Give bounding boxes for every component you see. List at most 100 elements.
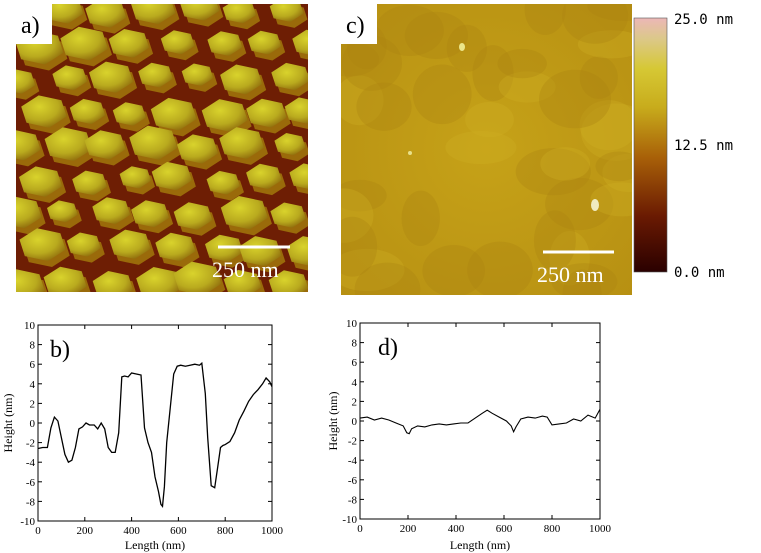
x-tick-label: 200 bbox=[77, 525, 94, 537]
chart-b-series-line bbox=[37, 361, 273, 508]
y-tick-label: 4 bbox=[30, 379, 36, 391]
x-tick-label: 1000 bbox=[589, 523, 612, 535]
y-tick-label: -6 bbox=[26, 477, 36, 489]
hexagon-island bbox=[16, 130, 41, 161]
surface-grain bbox=[515, 148, 591, 196]
hexagon-island bbox=[246, 98, 287, 128]
y-tick-label: 2 bbox=[30, 398, 36, 410]
hexagon-island bbox=[16, 196, 42, 229]
hexagon-island bbox=[206, 170, 240, 195]
hexagon-island bbox=[112, 102, 146, 126]
y-tick-label: -10 bbox=[342, 514, 357, 526]
hexagon-island bbox=[177, 134, 219, 164]
y-tick-label: 2 bbox=[352, 396, 358, 408]
hexagon-island bbox=[269, 4, 304, 22]
hexagon-island bbox=[89, 61, 134, 93]
hexagon-island bbox=[69, 98, 106, 125]
x-tick-label: 400 bbox=[123, 525, 140, 537]
panel-c-label: c) bbox=[346, 13, 365, 39]
hexagon-island bbox=[181, 63, 214, 86]
hexagon-island bbox=[21, 95, 67, 128]
x-tick-label: 800 bbox=[544, 523, 561, 535]
surface-grain bbox=[445, 130, 517, 165]
chart-b-ticks: 0 200 400 600 800 1000 -10 -8 -6 -4 -2 0 2 4 6 8 10 bbox=[20, 320, 283, 537]
bright-spot bbox=[459, 43, 465, 51]
surface-grain bbox=[595, 151, 632, 182]
hexagon-island bbox=[173, 202, 213, 230]
hexagon-island bbox=[151, 161, 192, 191]
hexagon-island bbox=[16, 69, 36, 94]
hexagon-island bbox=[16, 269, 45, 292]
hexagon-island bbox=[220, 196, 268, 230]
chart-d-x-axis-title: Length (nm) bbox=[450, 538, 510, 552]
surface-grain bbox=[356, 82, 412, 131]
y-tick-label: 8 bbox=[352, 338, 358, 350]
surface-grain bbox=[341, 42, 380, 77]
bright-spot bbox=[408, 151, 412, 155]
y-tick-label: -2 bbox=[26, 438, 35, 450]
chart-b-x-axis-title: Length (nm) bbox=[125, 538, 185, 552]
hexagon-island bbox=[223, 269, 262, 292]
hexagon-island bbox=[247, 30, 282, 55]
surface-grain bbox=[579, 100, 632, 151]
hexagon-island bbox=[220, 64, 263, 95]
y-tick-label: -10 bbox=[20, 516, 35, 528]
surface-grain bbox=[354, 262, 421, 295]
hexagon-island bbox=[19, 228, 66, 261]
surface-grain bbox=[341, 179, 387, 212]
afm-image-a: a) 250 nm bbox=[16, 4, 308, 292]
hexagon-island bbox=[43, 266, 87, 292]
chart-d-panel-label: d) bbox=[378, 335, 398, 361]
surface-grain bbox=[467, 241, 533, 295]
y-tick-label: 6 bbox=[352, 357, 358, 369]
y-tick-label: -4 bbox=[348, 455, 358, 467]
panel-a-label: a) bbox=[21, 13, 40, 39]
afm-image-c: c) 250 nm bbox=[341, 4, 632, 295]
hexagon-island bbox=[271, 62, 308, 91]
surface-grain bbox=[579, 56, 618, 99]
y-tick-label: -2 bbox=[348, 436, 357, 448]
hexagon-island bbox=[84, 130, 126, 160]
chart-b-panel-label: b) bbox=[50, 337, 70, 363]
surface-grain bbox=[533, 210, 576, 271]
hexagon-island bbox=[92, 197, 131, 225]
hexagon-island bbox=[246, 163, 282, 190]
surface-grain bbox=[341, 35, 402, 91]
scale-bar-c-label: 250 nm bbox=[537, 262, 604, 287]
surface-grain bbox=[602, 153, 632, 193]
surface-grain bbox=[551, 263, 618, 295]
chart-b: b) Length (nm) Height (nm) 0 200 400 600 800… bbox=[1, 320, 284, 552]
surface-grain bbox=[341, 188, 374, 243]
x-tick-label: 400 bbox=[448, 523, 465, 535]
hexagon-island bbox=[119, 166, 151, 189]
x-tick-label: 600 bbox=[170, 525, 187, 537]
surface-grain bbox=[562, 4, 629, 44]
y-tick-label: 8 bbox=[30, 340, 36, 352]
hexagon-island bbox=[47, 200, 78, 223]
surface-grain bbox=[375, 5, 444, 56]
surface-grain bbox=[577, 30, 632, 59]
hexagon-island bbox=[138, 62, 173, 88]
surface-grain bbox=[472, 45, 514, 102]
y-tick-label: 0 bbox=[352, 416, 358, 428]
hexagon-island bbox=[207, 31, 243, 56]
hexagon-island bbox=[19, 166, 63, 197]
y-tick-label: 0 bbox=[30, 418, 36, 430]
bright-spot bbox=[591, 199, 599, 211]
hexagon-island bbox=[268, 270, 308, 292]
surface-grain bbox=[412, 64, 472, 125]
hexagon-island bbox=[129, 125, 178, 160]
hexagon-island bbox=[219, 127, 264, 159]
y-tick-label: -8 bbox=[26, 496, 36, 508]
hexagon-island bbox=[173, 261, 222, 292]
afm-c-grains bbox=[341, 4, 632, 295]
colorbar-label-min: 0.0 nm bbox=[674, 265, 725, 281]
hexagon-island bbox=[222, 4, 257, 24]
surface-grain bbox=[465, 101, 514, 138]
x-tick-label: 0 bbox=[357, 523, 363, 535]
chart-d-y-axis-title: Height (nm) bbox=[326, 392, 340, 451]
x-tick-label: 0 bbox=[35, 525, 41, 537]
surface-grain bbox=[587, 4, 632, 21]
hexagon-island bbox=[270, 202, 306, 228]
